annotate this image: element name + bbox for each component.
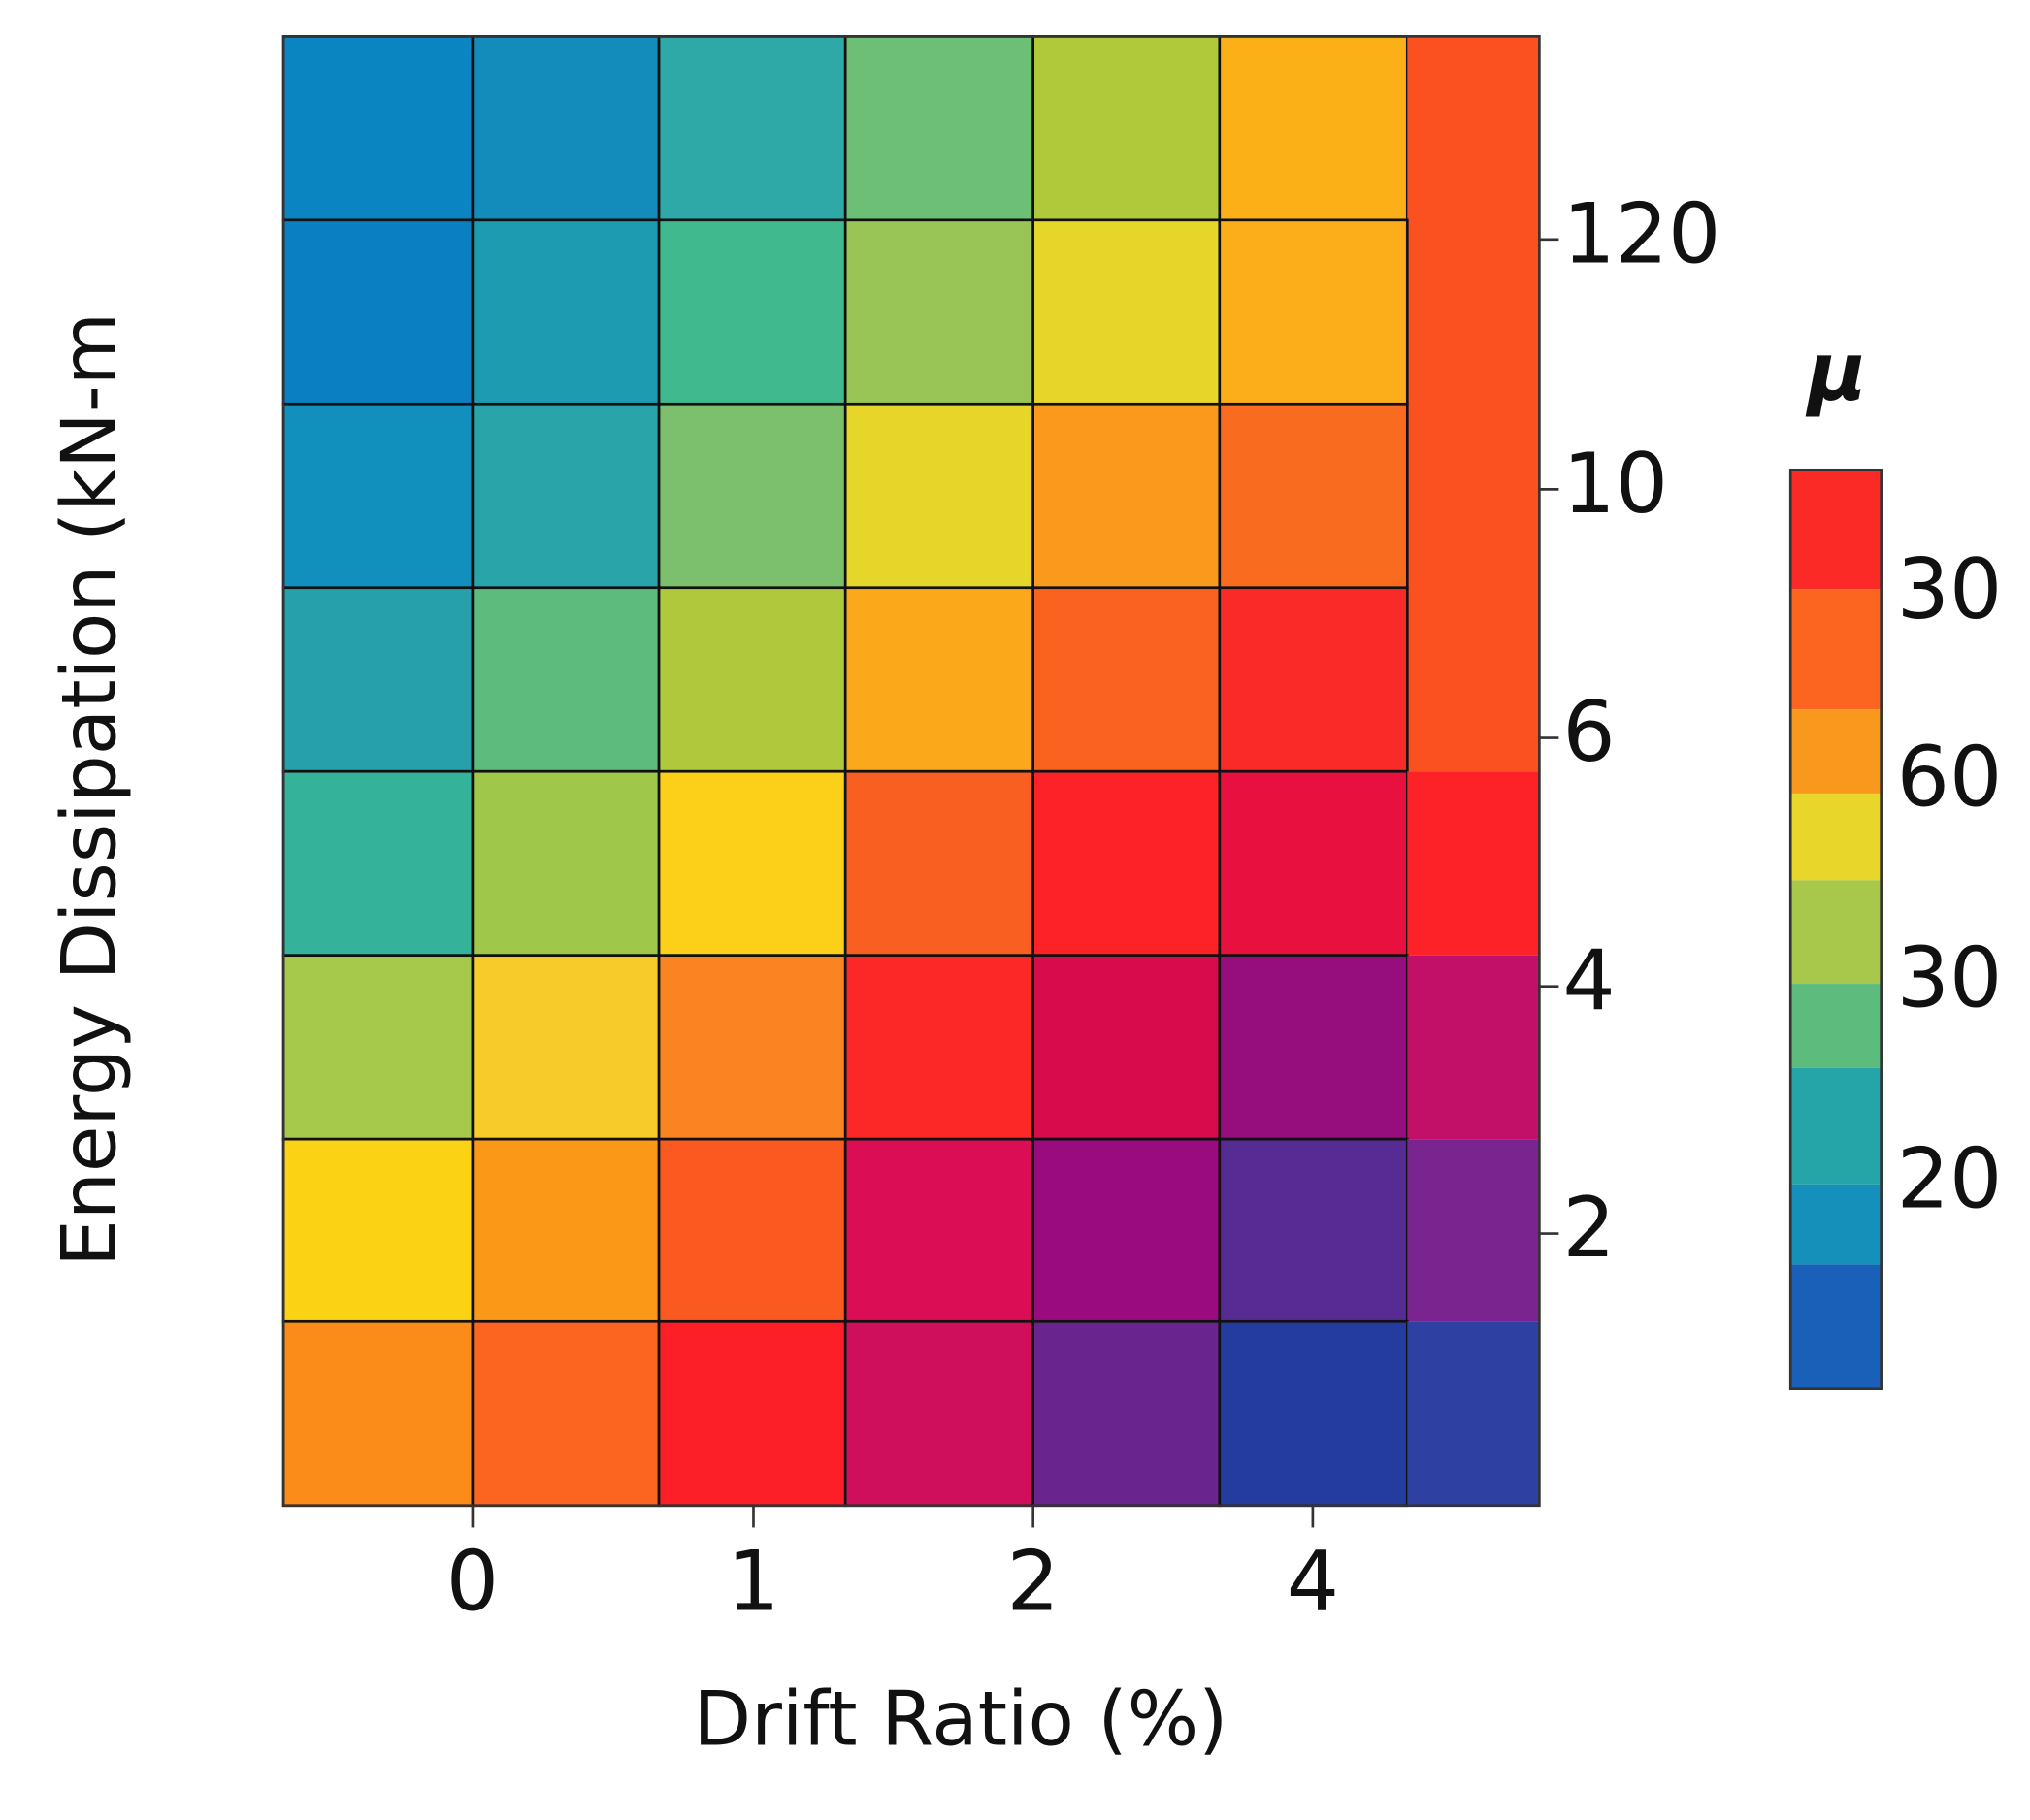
- heatmap-cell: [657, 218, 847, 406]
- heatmap-cell: [1218, 1137, 1409, 1323]
- heatmap-cell: [1031, 769, 1222, 958]
- heatmap-cell: [471, 1319, 661, 1508]
- heatmap-cell: [281, 35, 475, 222]
- heatmap-cell: [843, 1319, 1035, 1508]
- y-axis-label: Energy Dissipation (kN-m: [46, 312, 133, 1267]
- heatmap-cell: [843, 218, 1035, 406]
- heatmap-cell: [1031, 1319, 1222, 1508]
- heatmap-cell: [657, 954, 847, 1141]
- x-axis-label: Drift Ratio (%): [694, 1675, 1228, 1763]
- y-tick-label: 2: [1562, 1181, 1615, 1277]
- heatmap-cell: [281, 1137, 475, 1323]
- heatmap-cell: [657, 586, 847, 773]
- heatmap-cell: [843, 1137, 1035, 1323]
- colorbar-band: [1790, 1067, 1882, 1185]
- heatmap-cell: [471, 35, 661, 222]
- heatmap-cell: [657, 1137, 847, 1323]
- heatmap-cell: [657, 769, 847, 958]
- heatmap-cell: [1218, 35, 1409, 222]
- heatmap-cell: [471, 1137, 661, 1323]
- heatmap-cell: [843, 402, 1035, 590]
- x-tick-label: 2: [1007, 1534, 1060, 1630]
- heatmap-cell: [1031, 1137, 1222, 1323]
- x-tick-label: 0: [446, 1534, 499, 1630]
- y-tick-label: 120: [1562, 186, 1720, 282]
- colorbar-band: [1790, 1184, 1882, 1265]
- colorbar-band: [1790, 589, 1882, 710]
- colorbar-band: [1790, 984, 1882, 1068]
- colorbar-tick-label: 60: [1897, 731, 2003, 827]
- heatmap-cell: [281, 1319, 475, 1508]
- heatmap-cell: [281, 586, 475, 773]
- colorbar-band: [1790, 793, 1882, 881]
- heatmap-cell: [471, 402, 661, 590]
- colorbar-tick-label: 30: [1897, 930, 2003, 1026]
- heatmap-cell: [471, 769, 661, 958]
- heatmap-cell: [1031, 35, 1222, 222]
- heatmap-cell: [1407, 36, 1540, 772]
- heatmap-cell: [657, 402, 847, 590]
- heatmap-cell: [1218, 954, 1409, 1141]
- heatmap-cell: [1407, 1139, 1540, 1322]
- y-tick-label: 10: [1562, 437, 1668, 533]
- heatmap-cell: [1031, 586, 1222, 773]
- x-tick-label: 1: [727, 1534, 779, 1630]
- colorbar-frame: [1788, 469, 1883, 1391]
- heatmap-cell: [843, 769, 1035, 958]
- colorbar-tick-label: 30: [1897, 542, 2003, 638]
- heatmap-cell: [1218, 769, 1409, 958]
- heatmap-cell: [657, 1319, 847, 1508]
- heatmap-cell: [1218, 586, 1409, 773]
- heatmap-cell: [281, 218, 475, 406]
- heatmap-cell: [1218, 402, 1409, 590]
- heatmap-cell: [1407, 771, 1540, 956]
- colorbar-band: [1790, 1264, 1882, 1389]
- heatmap-cell: [471, 218, 661, 406]
- colorbar-band: [1790, 880, 1882, 985]
- colorbar-label: μ: [1805, 325, 1867, 419]
- plot-frame: [281, 35, 1541, 1508]
- heatmap-cell: [1407, 955, 1540, 1140]
- colorbar-band: [1790, 709, 1882, 794]
- heatmap-cell: [657, 35, 847, 222]
- heatmap-cell: [843, 586, 1035, 773]
- heatmap-cell: [471, 954, 661, 1141]
- heatmap-cell: [281, 954, 475, 1141]
- x-tick-label: 4: [1287, 1534, 1339, 1630]
- y-tick-label: 6: [1562, 685, 1615, 781]
- heatmap-cell: [1031, 402, 1222, 590]
- heatmap-cell: [281, 769, 475, 958]
- y-tick-label: 4: [1562, 933, 1615, 1029]
- heatmap-cell: [281, 402, 475, 590]
- heatmap-cell: [1218, 218, 1409, 406]
- colorbar-tick-label: 20: [1897, 1131, 2003, 1227]
- heatmap-cell: [843, 954, 1035, 1141]
- heatmap-cell: [1407, 1321, 1540, 1506]
- heatmap-cell: [1218, 1319, 1409, 1508]
- heatmap-cell: [843, 35, 1035, 222]
- heatmap-cell: [471, 586, 661, 773]
- heatmap-cell: [1031, 218, 1222, 406]
- colorbar-band: [1790, 470, 1882, 590]
- heatmap-cell: [1031, 954, 1222, 1141]
